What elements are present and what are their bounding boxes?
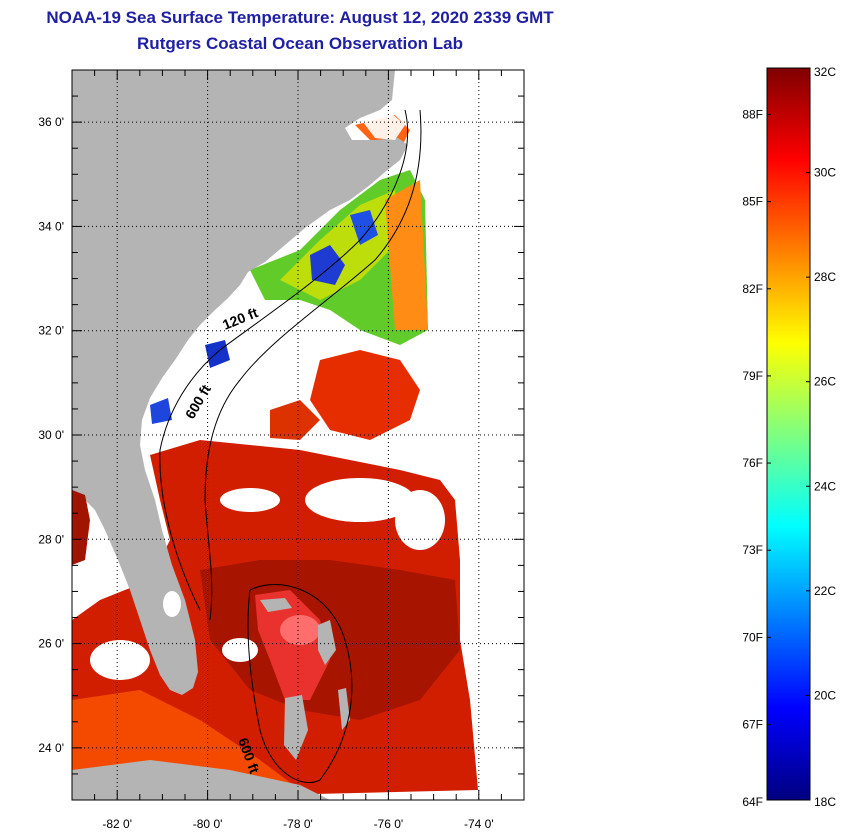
cloud-patch-2 — [395, 490, 445, 550]
cuba-land — [72, 760, 330, 800]
lat-label: 32 0' — [38, 324, 64, 338]
colorbar-celsius-label: 20C — [814, 688, 836, 702]
cloud-patch-1 — [305, 478, 415, 522]
sst-orange-offshore — [385, 180, 428, 330]
graticule — [71, 69, 525, 801]
lon-label: -76 0' — [374, 817, 404, 831]
colorbar-celsius-label: 32C — [814, 65, 836, 79]
andros-island — [284, 695, 308, 760]
colorbar-fahrenheit-label: 88F — [742, 107, 763, 121]
sst-cold-blue-patch-4 — [150, 398, 172, 424]
latitude-labels: 36 0' 34 0' 32 0' 30 0' 28 0' 26 0' 24 0' — [38, 115, 64, 755]
colorbar-celsius-label: 24C — [814, 479, 836, 493]
sst-cold-blue-patch-2 — [350, 210, 378, 245]
lake-okeechobee — [163, 591, 181, 617]
colorbar-fahrenheit-label: 79F — [742, 369, 763, 383]
colorbar-celsius-label: 26C — [814, 375, 836, 389]
lat-label: 26 0' — [38, 637, 64, 651]
colorbar-celsius-label: 30C — [814, 166, 836, 180]
lat-label: 30 0' — [38, 428, 64, 442]
lat-label: 24 0' — [38, 741, 64, 755]
lat-label: 34 0' — [38, 219, 64, 233]
lat-label: 28 0' — [38, 532, 64, 546]
colorbar-fahrenheit-label: 70F — [742, 630, 763, 644]
colorbar-celsius-label: 22C — [814, 584, 836, 598]
lon-label: -82 0' — [102, 817, 132, 831]
sst-red-patch-1 — [310, 350, 420, 440]
lon-label: -80 0' — [193, 817, 223, 831]
bahamas-banks-warm — [255, 590, 330, 700]
lat-label: 36 0' — [38, 115, 64, 129]
lon-label: -74 0' — [464, 817, 494, 831]
colorbar-fahrenheit-label: 73F — [742, 543, 763, 557]
colorbar-celsius-label: 18C — [814, 795, 836, 809]
eleuthera-island — [338, 688, 350, 730]
colorbar: 32C 30C 28C 26C 24C 22C 20C 18C 88F 85F 82F 79F 76F… — [742, 65, 836, 809]
lon-label: -78 0' — [283, 817, 313, 831]
cloud-patch-6 — [222, 638, 258, 662]
map-title: NOAA-19 Sea Surface Temperature: August … — [46, 8, 554, 27]
colorbar-fahrenheit-label: 82F — [742, 282, 763, 296]
pamlico-sound — [360, 112, 405, 140]
colorbar-celsius-label: 28C — [814, 270, 836, 284]
isobath-600ft — [204, 109, 422, 621]
map-subtitle: Rutgers Coastal Ocean Observation Lab — [137, 34, 463, 53]
cloud-patch-3 — [220, 488, 280, 512]
colorbar-fahrenheit-label: 67F — [742, 717, 763, 731]
colorbar-fahrenheit-label: 85F — [742, 195, 763, 209]
cloud-patch-5 — [90, 640, 150, 680]
colorbar-fahrenheit-label: 64F — [742, 795, 763, 809]
longitude-labels: -82 0' -80 0' -78 0' -76 0' -74 0' — [102, 817, 493, 831]
gulf-coastal-warm — [72, 490, 90, 565]
colorbar-fahrenheit-label: 76F — [742, 456, 763, 470]
isobath-120ft — [159, 109, 409, 611]
isobath-bahamas — [247, 583, 353, 783]
sst-red-patch-2 — [270, 400, 320, 440]
colorbar-gradient — [766, 67, 811, 801]
abaco-island — [318, 620, 336, 665]
colorbar-celsius-labels: 32C 30C 28C 26C 24C 22C 20C 18C — [806, 65, 836, 809]
colorbar-fahrenheit-labels: 88F 85F 82F 79F 76F 73F 70F 67F 64F — [742, 107, 771, 809]
grand-bahama-island — [260, 598, 292, 612]
sst-cold-blue-patch-1 — [310, 245, 345, 285]
